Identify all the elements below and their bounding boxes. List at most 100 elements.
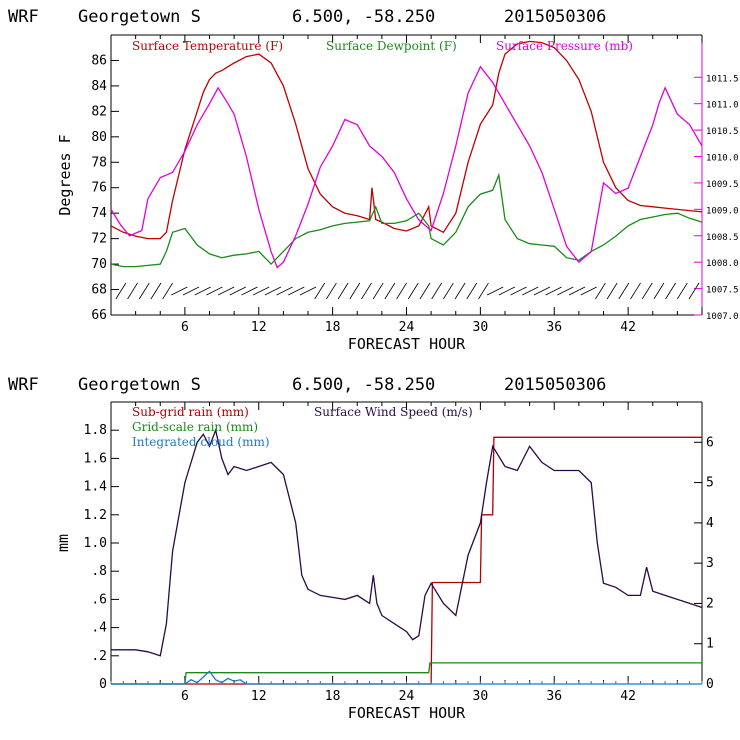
- legend-entry: Sub-grid rain (mm): [132, 405, 249, 419]
- wind-barb: [478, 282, 489, 300]
- wind-barb: [299, 286, 317, 296]
- legend-entry: Surface Pressure (mb): [496, 39, 633, 53]
- wind-barb: [396, 282, 407, 300]
- wind-barb: [253, 286, 270, 296]
- wind-barb: [557, 286, 574, 296]
- y2-tick-label: 1007.5: [706, 286, 739, 296]
- wind-barb: [510, 286, 527, 296]
- wind-barb: [288, 286, 305, 296]
- series-line-surface-wind-speed-m-s: [111, 427, 703, 657]
- y2-tick-label: 6: [706, 435, 714, 450]
- y-axis-label: Degrees F: [56, 134, 74, 215]
- y-tick-label: 1.4: [84, 480, 108, 495]
- y2-tick-label: 3: [706, 556, 714, 571]
- y2-tick-label: 1008.5: [706, 233, 739, 243]
- legend-entry: Surface Dewpoint (F): [326, 39, 457, 53]
- wind-barb: [241, 286, 258, 296]
- y-tick-label: .6: [91, 592, 107, 607]
- series-line-surface-pressure-mb: [110, 65, 703, 269]
- x-tick-label: 12: [251, 689, 267, 704]
- x-axis-label: FORECAST HOUR: [348, 335, 466, 353]
- x-tick-label: 12: [251, 320, 267, 335]
- panel2-coords: 6.500, -58.250: [292, 375, 435, 395]
- wind-barb: [688, 282, 700, 300]
- y-tick-label: 1.8: [84, 423, 107, 438]
- wind-barb: [618, 282, 630, 300]
- wind-barb: [150, 282, 162, 300]
- wind-barb: [276, 286, 293, 296]
- wind-barb: [372, 282, 384, 300]
- wind-barb: [229, 286, 246, 296]
- x-tick-label: 24: [399, 689, 415, 704]
- panel1-header: WRF Georgetown S 6.500, -58.250 20150503…: [8, 7, 606, 27]
- panel2-init: 2015050306: [504, 375, 606, 395]
- wind-barb: [115, 282, 127, 300]
- wind-barb: [127, 282, 138, 300]
- x-tick-label: 42: [620, 689, 636, 704]
- y2-tick-label: 2: [706, 596, 714, 611]
- wind-barb: [595, 282, 606, 300]
- panel1-init: 2015050306: [504, 7, 606, 27]
- wind-barb: [326, 282, 337, 300]
- y2-tick-label: 1007.0: [706, 312, 739, 322]
- y2-tick-label: 1010.5: [706, 127, 739, 137]
- legend-entry: Surface Wind Speed (m/s): [314, 405, 473, 419]
- wind-barb: [653, 282, 665, 300]
- x-tick-label: 42: [620, 320, 636, 335]
- y-tick-label: .2: [91, 649, 107, 664]
- y2-tick-label: 5: [706, 476, 714, 491]
- wind-barb: [606, 282, 618, 300]
- wind-barb: [361, 282, 372, 300]
- wind-barb: [545, 286, 562, 296]
- wind-barb: [171, 286, 188, 296]
- wind-barb: [217, 286, 235, 296]
- legend-entry: Surface Temperature (F): [132, 39, 283, 53]
- y-tick-label: 1.2: [84, 508, 107, 523]
- x-tick-label: 6: [181, 320, 189, 335]
- x-tick-label: 36: [546, 689, 562, 704]
- y-tick-label: 74: [91, 206, 107, 221]
- panel2-header: WRF Georgetown S 6.500, -58.250 20150503…: [8, 375, 606, 395]
- panel1-model: WRF: [8, 7, 39, 27]
- wind-barb: [182, 286, 200, 296]
- y-tick-label: 86: [91, 53, 107, 68]
- y2-tick-label: 1: [706, 637, 714, 652]
- x-tick-label: 30: [473, 320, 489, 335]
- wind-barb: [533, 286, 551, 296]
- legend-entry: Grid-scale rain (mm): [132, 420, 258, 434]
- wind-barb: [486, 286, 504, 296]
- wind-barb: [349, 282, 361, 300]
- wind-barb: [194, 286, 211, 296]
- wind-barb: [206, 286, 223, 296]
- wind-barb: [384, 282, 396, 300]
- x-tick-label: 36: [546, 320, 562, 335]
- y-tick-label: 70: [91, 257, 107, 272]
- panel1-coords: 6.500, -58.250: [292, 7, 435, 27]
- x-tick-label: 18: [325, 689, 341, 704]
- panel1-location: Georgetown S: [78, 7, 201, 27]
- wind-barb: [264, 286, 282, 296]
- series-line-surface-dewpoint-f: [110, 172, 703, 268]
- wind-barb: [407, 282, 419, 300]
- y2-tick-label: 1010.0: [706, 154, 739, 164]
- wind-barb: [630, 282, 641, 300]
- y-tick-label: 72: [91, 232, 107, 247]
- x-tick-label: 6: [181, 689, 189, 704]
- wind-barb: [641, 282, 653, 300]
- y-tick-label: 1.6: [84, 451, 107, 466]
- y-tick-label: 80: [91, 130, 107, 145]
- y2-tick-label: 4: [706, 516, 714, 531]
- x-tick-label: 24: [399, 320, 415, 335]
- series-line-surface-temperature-f: [110, 40, 703, 240]
- wind-barb: [337, 282, 349, 300]
- panel2-model: WRF: [8, 375, 39, 395]
- legend-entry: Integrated cloud (mm): [132, 435, 270, 449]
- x-axis-label: FORECAST HOUR: [348, 704, 466, 722]
- wind-barb: [568, 286, 586, 296]
- y2-tick-label: 0: [706, 677, 714, 692]
- panel2-location: Georgetown S: [78, 375, 201, 395]
- y2-tick-label: 1011.5: [706, 74, 739, 84]
- y2-tick-label: 1008.0: [706, 259, 739, 269]
- y-tick-label: 84: [91, 79, 107, 94]
